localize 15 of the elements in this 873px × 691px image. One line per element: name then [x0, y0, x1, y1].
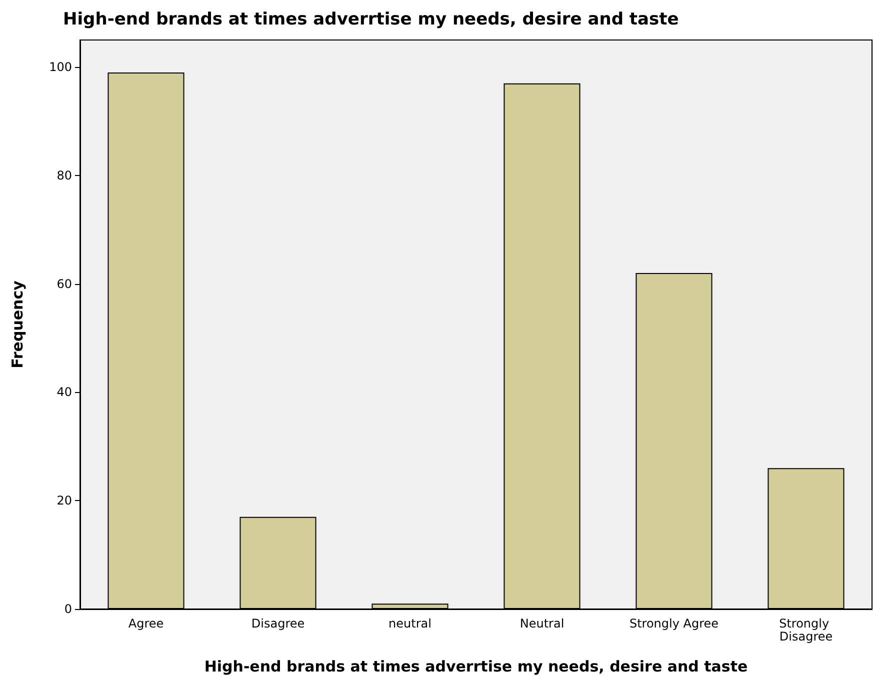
- y-tick-label: 100: [49, 60, 72, 74]
- x-tick-label: neutral: [388, 616, 432, 630]
- x-tick-label: Agree: [128, 616, 164, 630]
- y-tick-label: 0: [64, 602, 72, 616]
- x-tick-label: Strongly Disagree: [779, 616, 833, 644]
- y-tick-label: 40: [56, 385, 72, 400]
- x-tick-label: Strongly Agree: [629, 616, 719, 630]
- chart-title: High-end brands at times adverrtise my needs, desire and taste: [63, 10, 679, 30]
- x-tick-label: Neutral: [520, 616, 564, 630]
- y-tick-label: 60: [56, 276, 72, 291]
- x-tick-label: Disagree: [251, 616, 305, 630]
- y-tick-label: 80: [56, 168, 72, 182]
- y-tick-label: 20: [56, 494, 72, 508]
- y-axis-title: Frequency: [8, 280, 26, 368]
- x-axis-title: High-end brands at times adverrtise my needs, desire and taste: [204, 658, 748, 676]
